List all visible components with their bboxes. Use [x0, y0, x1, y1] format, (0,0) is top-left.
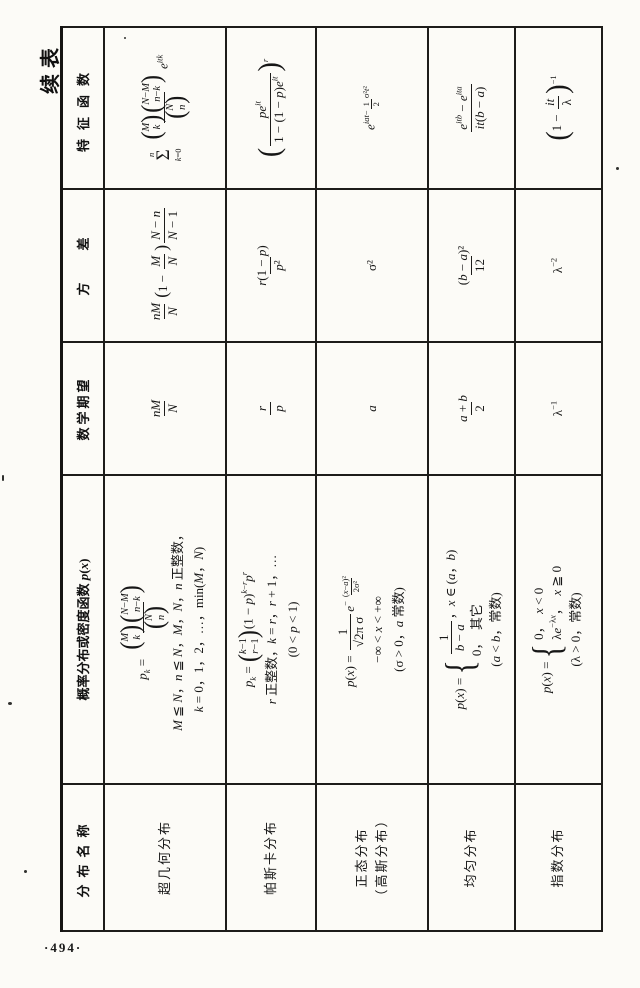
variance-value: (b − a)² 12 [427, 189, 515, 342]
scan-speck [616, 167, 619, 170]
header-row: 分布名称 概率分布或密度函数 p(x) 数学期望 方 差 特征函数 [61, 27, 104, 931]
distribution-name: 指数分布 [514, 784, 602, 931]
scan-speck [2, 475, 4, 481]
variance-value: r(1 − p) p² [225, 189, 316, 342]
distribution-name: 均匀分布 [427, 784, 515, 931]
header-pdf: 概率分布或密度函数 p(x) [61, 475, 104, 784]
scan-speck [24, 870, 27, 873]
pdf-formula: p(x) = {0， x < 0 λe−λx， x ≧ 0 (λ > 0，常数) [514, 475, 602, 784]
variance-value: σ² [315, 189, 428, 342]
scan-speck [124, 37, 126, 39]
table-row-exponential: 指数分布 p(x) = {0， x < 0 λe−λx， x ≧ 0 (λ > 0，… [514, 27, 602, 931]
header-variance: 方 差 [61, 189, 104, 342]
distribution-name: 正态分布 （高斯分布） [315, 784, 428, 931]
characteristic-function: (peit 1 − (1 − p)eit)r [225, 27, 316, 189]
pdf-formula: p(x) = {1 b − a ，x ∈ (a，b) 0， 其它 (a < b，常数) [427, 475, 515, 784]
characteristic-function: (1 − it λ)−1 [514, 27, 602, 189]
scan-speck [8, 702, 12, 705]
distribution-name: 帕斯卡分布 [225, 784, 316, 931]
header-mean: 数学期望 [61, 342, 104, 475]
header-distribution-name: 分布名称 [61, 784, 104, 931]
rotated-table-area: 续表 分布名称 概率分布或密度函数 p(x) 数学期望 方 差 特征函数 超几何… [38, 26, 603, 932]
characteristic-function: eitb − eita it(b − a) [427, 27, 515, 189]
mean-value: nM N [103, 342, 226, 475]
page-number: ·494· [44, 940, 83, 955]
table-row-uniform: 均匀分布 p(x) = {1 b − a ，x ∈ (a，b) 0， 其它 (a < b… [427, 27, 515, 931]
characteristic-function: eiat− 1 2 σ²t² [315, 27, 428, 189]
pdf-formula: p(x) = 1 √2π σ e− (x−a)² 2σ² −∞ < x < +∞ (σ > … [315, 475, 428, 784]
header-characteristic-function: 特征函数 [61, 27, 104, 189]
mean-value: a [315, 342, 428, 475]
table-row-pascal: 帕斯卡分布 pk = (k−1 r−1) (1 − p)k−rpr r 正整数，k =… [225, 27, 316, 931]
table-continued-label: 续表 [40, 42, 62, 94]
mean-value: λ−1 [514, 342, 602, 475]
pdf-formula: pk = (k−1 r−1) (1 − p)k−rpr r 正整数，k = r，r +… [225, 475, 316, 784]
table-row-normal: 正态分布 （高斯分布） p(x) = 1 √2π σ e− (x−a)² 2σ² −∞ <… [315, 27, 428, 931]
distribution-table: 分布名称 概率分布或密度函数 p(x) 数学期望 方 差 特征函数 超几何分布 … [60, 26, 603, 932]
variance-value: λ−2 [514, 189, 602, 342]
distribution-name: 超几何分布 [103, 784, 226, 931]
